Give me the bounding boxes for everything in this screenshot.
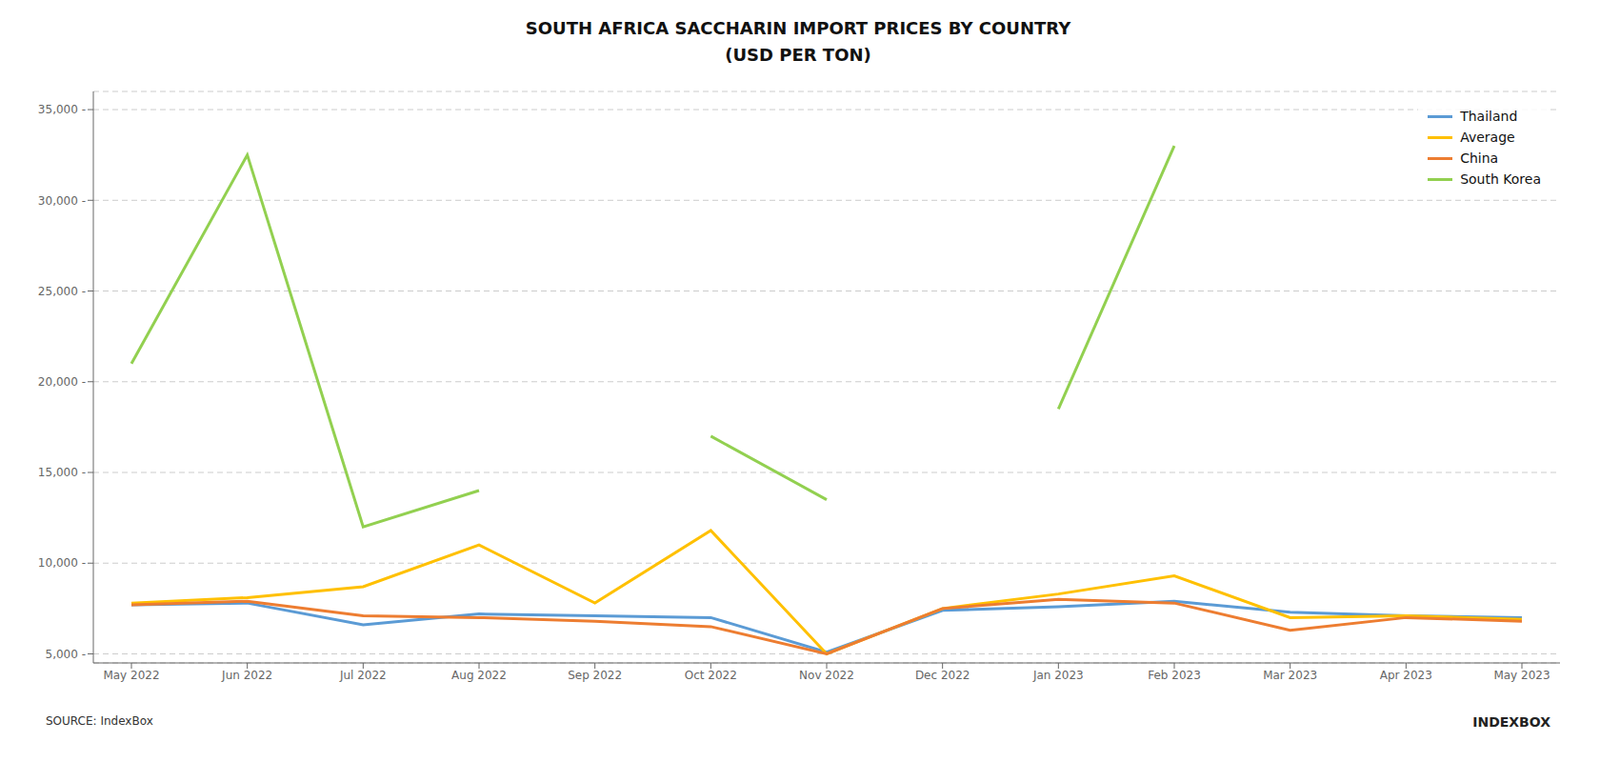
html-text:South Korea: South Korea [1460, 171, 1541, 187]
svg-text:May 2022: May 2022 [102, 668, 160, 682]
svg-text:35,000 -: 35,000 - [38, 102, 86, 117]
svg-text:20,000 -: 20,000 - [38, 375, 86, 389]
svg-text:Sep 2022: Sep 2022 [567, 668, 622, 682]
svg-text:Dec 2022: Dec 2022 [915, 668, 971, 682]
svg-text:Feb 2023: Feb 2023 [1147, 668, 1201, 682]
svg-text:15,000 -: 15,000 - [38, 465, 86, 480]
svg-text:Jan 2023: Jan 2023 [1032, 668, 1084, 682]
svg-text:Jul 2022: Jul 2022 [339, 668, 387, 682]
html-text:Thailand: Thailand [1460, 108, 1518, 124]
svg-text:10,000 -: 10,000 - [38, 556, 86, 570]
html-text:(USD PER TON): (USD PER TON) [724, 44, 872, 65]
html-text:Average: Average [1460, 129, 1515, 145]
html-text:SOURCE: IndexBox: SOURCE: IndexBox [45, 714, 154, 728]
html-text:SOUTH AFRICA SACCHARIN IMPORT: SOUTH AFRICA SACCHARIN IMPORT PRICES BY … [525, 18, 1071, 39]
svg-text:Mar 2023: Mar 2023 [1262, 668, 1318, 682]
svg-text:5,000 -: 5,000 - [45, 647, 87, 661]
svg-text:Apr 2023: Apr 2023 [1380, 668, 1433, 682]
svg-text:30,000 -: 30,000 - [38, 194, 86, 208]
svg-text:Oct 2022: Oct 2022 [684, 668, 738, 682]
svg-text:25,000 -: 25,000 - [38, 284, 86, 299]
svg-text:May 2023: May 2023 [1493, 668, 1550, 682]
html-text:China: China [1460, 150, 1499, 166]
svg-text:Nov 2022: Nov 2022 [799, 668, 855, 682]
svg-text:Jun 2022: Jun 2022 [220, 668, 273, 682]
html-text:INDEXBOX: INDEXBOX [1472, 714, 1551, 730]
svg-text:Aug 2022: Aug 2022 [451, 668, 507, 682]
